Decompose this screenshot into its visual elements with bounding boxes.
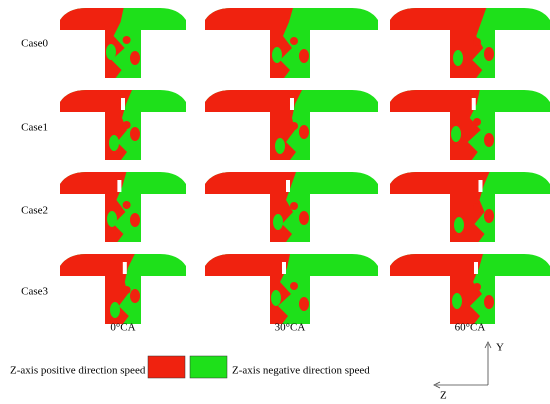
row-label: Case3 [21,286,48,298]
positive-blob [484,295,494,309]
positive-blob [290,202,298,210]
flow-panel [390,254,550,324]
negative-blob [272,47,282,63]
axis-label: Y [496,342,504,354]
positive-region [390,8,487,78]
positive-blob [484,133,494,147]
positive-blob [130,289,140,303]
positive-blob [473,203,481,211]
valve-gap [117,180,122,192]
positive-region [60,8,125,78]
row-label: Case1 [21,122,48,134]
legend-label: Z-axis positive direction speed [10,365,146,377]
valve-gap [122,262,127,274]
valve-gap [471,98,476,110]
valve-gap [121,98,125,110]
valve-gap [282,262,286,274]
positive-region [205,90,302,160]
positive-region [205,8,293,78]
panels [60,8,550,324]
arrow-head [484,341,492,349]
positive-blob [290,37,298,45]
positive-region [390,90,481,160]
flow-panel [60,8,186,78]
positive-blob [473,118,481,126]
negative-blob [106,44,116,60]
negative-blob [451,126,461,142]
negative-blob [110,302,120,318]
legend-label: Z-axis negative direction speed [232,365,370,377]
flow-panel [390,8,550,78]
negative-blob [109,135,119,151]
positive-region [205,172,296,242]
negative-blob [271,290,281,306]
axis-label: Z [440,390,447,402]
row-label: Case2 [21,205,48,217]
column-label: 30°CA [275,322,306,334]
axis-triad [433,341,492,389]
row-label: Case0 [21,38,48,50]
legend-swatch-red [147,355,186,379]
flow-panel [390,90,550,160]
positive-region [390,254,483,324]
positive-blob [130,213,140,227]
positive-blob [473,283,481,291]
positive-blob [122,121,131,129]
positive-blob [290,282,298,290]
flow-panel [205,8,378,78]
valve-gap [286,180,290,192]
positive-region [60,172,127,242]
column-label: 0°CA [110,322,135,334]
positive-blob [122,286,131,294]
valve-gap [290,98,294,110]
negative-blob [452,293,462,309]
column-label: 60°CA [455,322,486,334]
flow-panel [390,172,550,242]
positive-blob [484,209,494,223]
positive-blob [299,211,309,225]
legend-swatch-green [189,355,228,379]
positive-blob [299,49,309,63]
valve-gap [474,262,478,274]
positive-blob [299,125,309,139]
positive-blob [484,47,494,61]
flow-panel [205,172,378,242]
flow-panel [205,254,378,324]
positive-blob [130,51,140,65]
negative-blob [454,217,464,233]
positive-blob [299,297,309,311]
negative-blob [275,138,285,154]
flow-panel [60,172,186,242]
positive-blob [122,36,131,44]
negative-blob [453,50,463,66]
positive-region [205,254,291,324]
positive-blob [290,122,298,130]
negative-blob [273,214,283,230]
valve-gap [478,180,483,192]
positive-blob [130,127,140,141]
arrow-head [433,381,441,389]
negative-blob [107,211,117,227]
positive-blob [122,201,131,209]
positive-blob [473,38,481,46]
